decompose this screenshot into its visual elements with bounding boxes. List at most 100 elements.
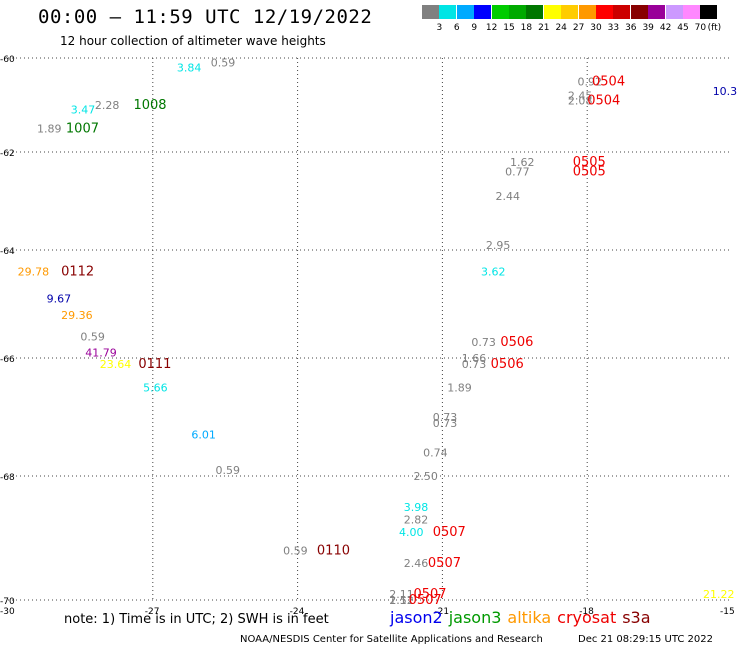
- legend-swatch: [596, 5, 613, 19]
- wave-height-label: 2.82: [404, 513, 429, 526]
- legend-label: 15: [503, 23, 515, 33]
- wave-height-label: 1.52: [389, 594, 414, 607]
- wave-height-label: 2.44: [495, 190, 520, 203]
- legend-swatch: [683, 5, 700, 19]
- pass-time-label: 0507: [433, 525, 466, 540]
- wave-height-label: 0.77: [505, 166, 530, 179]
- legend-swatch: [456, 5, 474, 19]
- lat-tick-label: -60: [0, 55, 15, 65]
- lat-tick-label: -64: [0, 247, 15, 257]
- wave-height-label: 2.95: [486, 239, 511, 252]
- legend-swatch: [526, 5, 544, 19]
- legend-swatch: [700, 5, 718, 19]
- map-title: 00:00 – 11:59 UTC 12/19/2022: [38, 6, 373, 28]
- wave-height-label: 29.36: [61, 309, 93, 322]
- legend-label: 30: [590, 23, 602, 33]
- lat-tick-label: -62: [0, 149, 15, 159]
- pass-time-label: 0507: [428, 556, 461, 571]
- legend-label: 24: [555, 23, 567, 33]
- legend-swatch: [578, 5, 596, 19]
- generated-timestamp: Dec 21 08:29:15 UTC 2022: [578, 634, 713, 645]
- legend-label: 39: [642, 23, 654, 33]
- wave-height-label: 9.67: [47, 293, 72, 306]
- wave-height-label: 0.74: [423, 446, 448, 459]
- wave-height-label: 0.59: [216, 464, 241, 477]
- legend-swatch: [630, 5, 648, 19]
- legend-label: 6: [453, 23, 460, 33]
- legend-swatch: [439, 5, 457, 19]
- credit-line: NOAA/NESDIS Center for Satellite Applica…: [240, 634, 543, 645]
- legend-swatch: [491, 5, 509, 19]
- lon-tick-label: -21: [434, 607, 449, 617]
- wave-height-label: 0.73: [433, 417, 458, 430]
- legend-label: 33: [607, 23, 620, 33]
- wave-height-label: 2.50: [413, 470, 438, 483]
- wave-height-label: 0.92: [578, 76, 603, 89]
- lon-tick-label: -18: [579, 607, 594, 617]
- legend-swatch: [561, 5, 579, 19]
- wave-height-label: 29.78: [18, 266, 50, 279]
- wave-height-label: 2.11: [389, 588, 414, 601]
- satellite-altika: altika: [507, 608, 552, 627]
- legend-label: 27: [572, 23, 585, 33]
- satellite-jason2: jason2: [390, 608, 443, 627]
- legend-swatch: [422, 5, 439, 19]
- legend-label: 9: [471, 23, 478, 33]
- wave-height-label: 1.62: [510, 156, 535, 169]
- satellite-legend: jason2 jason3 altika cryosat s3a: [390, 608, 657, 627]
- wave-height-label: 41.79: [85, 347, 117, 360]
- lon-tick-label: -15: [720, 607, 735, 617]
- legend-swatch: [509, 5, 526, 19]
- wave-height-label: 0.59: [283, 544, 308, 557]
- pass-time-label: 0507: [409, 593, 442, 608]
- wave-height-label: 21.22: [703, 588, 735, 601]
- legend-swatch: [543, 5, 561, 19]
- wave-height-label: 2.28: [95, 99, 120, 112]
- lat-tick-label: -70: [0, 597, 15, 607]
- wave-height-label: 2.11: [389, 594, 414, 607]
- pass-time-label: 0506: [500, 335, 533, 350]
- pass-time-label: 0506: [491, 357, 524, 372]
- legend-label: 42: [659, 23, 672, 33]
- legend-swatch: [474, 5, 492, 19]
- wave-height-label: 0.73: [433, 411, 458, 424]
- pass-time-label: 0505: [573, 165, 606, 180]
- lon-tick-label: -24: [290, 607, 305, 617]
- wave-height-label: 3.47: [71, 104, 96, 117]
- wave-height-label: 4.00: [399, 526, 424, 539]
- pass-time-label: 0505: [573, 155, 606, 170]
- lon-tick-label: -30: [0, 607, 15, 617]
- legend-label: 36: [625, 23, 637, 33]
- footnote: note: 1) Time is in UTC; 2) SWH is in fe…: [64, 612, 329, 627]
- wave-height-label: 2.45: [568, 90, 593, 103]
- lat-tick-label: -66: [0, 355, 15, 365]
- wave-height-label: 3.84: [177, 61, 202, 74]
- pass-time-label: 1008: [133, 98, 166, 113]
- pass-time-label: 0112: [61, 265, 94, 280]
- wave-height-label: 2.08: [568, 94, 593, 107]
- satellite-cryosat: cryosat: [557, 608, 617, 627]
- wave-height-label: 3.98: [404, 501, 429, 514]
- wave-height-label: 0.59: [211, 57, 236, 70]
- legend-label: 70: [694, 23, 707, 33]
- wave-height-label: 0.59: [80, 330, 105, 343]
- wave-height-label: 3.62: [481, 266, 506, 279]
- legend-swatch: [665, 5, 683, 19]
- legend-swatch: [648, 5, 666, 19]
- satellite-s3a: s3a: [622, 608, 651, 627]
- wave-height-label: 1.89: [37, 123, 62, 136]
- wave-height-label: 1.89: [447, 382, 472, 395]
- wave-height-label: 6.01: [191, 429, 216, 442]
- lon-tick-label: -27: [145, 607, 160, 617]
- pass-time-label: 0504: [592, 75, 625, 90]
- wave-height-label: 1.66: [462, 352, 487, 365]
- legend-label: 21: [538, 23, 550, 33]
- wave-height-label: 10.3: [713, 85, 738, 98]
- wave-height-label: 0.73: [462, 358, 487, 371]
- pass-time-label: 0504: [587, 93, 620, 108]
- legend-label: 12: [485, 23, 498, 33]
- pass-time-label: 0110: [317, 543, 350, 558]
- satellite-jason3: jason3: [448, 608, 502, 627]
- wave-height-label: 5.66: [143, 382, 168, 395]
- legend-label: (ft): [707, 23, 722, 33]
